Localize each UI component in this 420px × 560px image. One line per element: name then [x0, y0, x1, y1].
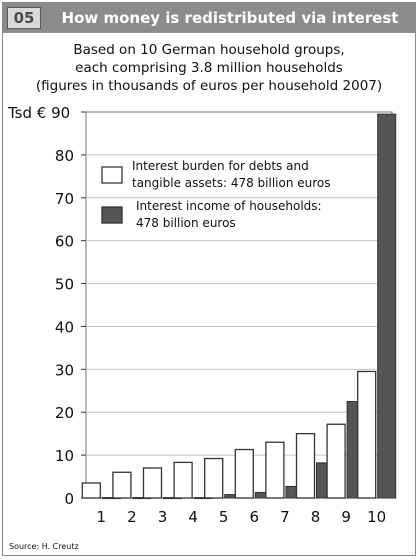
subtitle-line-2: each comprising 3.8 million households	[75, 60, 343, 76]
bar-burden-7	[265, 441, 285, 499]
legend-label-burden-2: tangible assets: 478 billion euros	[132, 176, 331, 190]
bar-burden-5	[204, 457, 224, 499]
bar-burden-2	[112, 471, 132, 499]
x-tick-label-2: 2	[127, 508, 137, 526]
source-note: Source: H. Creutz	[9, 542, 79, 551]
chart-number-badge: 05	[7, 7, 41, 29]
bar-burden-6	[234, 448, 254, 499]
x-tick-label-6: 6	[250, 508, 260, 526]
y-tick-label-0: 0	[64, 490, 74, 508]
x-tick-label-1: 1	[97, 508, 107, 526]
bar-burden-3	[142, 467, 163, 499]
chart-title: How money is redistributed via interest	[61, 9, 399, 27]
y-tick-label-70: 70	[55, 190, 74, 208]
legend-label-income-1: Interest income of households:	[136, 199, 322, 213]
subtitle-line-1: Based on 10 German household groups,	[73, 42, 345, 58]
y-tick-label-80: 80	[55, 147, 74, 165]
y-tick-label-10: 10	[55, 447, 74, 465]
x-tick-label-4: 4	[188, 508, 198, 526]
x-tick-label-5: 5	[219, 508, 229, 526]
header-bar: 05 How money is redistributed via intere…	[3, 3, 415, 33]
y-axis-top-label: Tsd € 90	[7, 104, 70, 122]
bar-burden-9	[326, 423, 346, 499]
chart-subtitle: Based on 10 German household groups, eac…	[23, 41, 395, 95]
bar-burden-1	[81, 482, 101, 499]
bar-burden-4	[173, 461, 193, 499]
legend-label-income-2: 478 billion euros	[136, 216, 236, 230]
x-tick-label-7: 7	[280, 508, 290, 526]
bar-income-10	[377, 113, 397, 499]
y-tick-label-20: 20	[55, 404, 74, 422]
x-tick-label-9: 9	[341, 508, 351, 526]
x-tick-label-8: 8	[311, 508, 321, 526]
y-tick-label-40: 40	[55, 318, 74, 336]
x-tick-label-10: 10	[367, 508, 386, 526]
y-tick-label-50: 50	[55, 276, 74, 294]
bar-burden-8	[295, 433, 316, 499]
bar-burden-10	[357, 370, 377, 499]
legend-swatch-income	[101, 206, 123, 224]
legend-swatch-burden	[101, 166, 123, 184]
y-tick-label-60: 60	[55, 233, 74, 251]
legend-label-burden-1: Interest burden for debts and	[132, 159, 309, 173]
x-tick-label-3: 3	[158, 508, 168, 526]
subtitle-line-3: (figures in thousands of euros per house…	[35, 78, 383, 94]
y-tick-label-30: 30	[55, 361, 74, 379]
